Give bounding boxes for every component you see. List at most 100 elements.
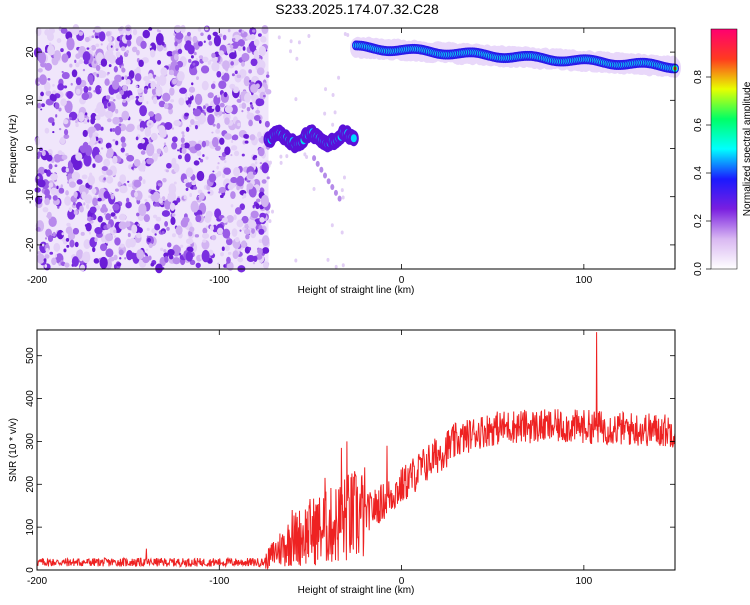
noise-speck	[76, 179, 83, 185]
noise-speck	[175, 225, 183, 236]
noise-speck	[257, 131, 262, 139]
noise-speck	[118, 213, 127, 221]
y-tick-label: 20	[25, 46, 36, 58]
noise-speck	[166, 226, 170, 231]
noise-speck	[211, 131, 214, 134]
noise-speck	[70, 82, 73, 86]
noise-speck	[88, 133, 93, 138]
snr-y-ticks: 0 100 200 300 400 500	[25, 347, 675, 573]
noise-speck	[61, 232, 65, 236]
noise-speck	[145, 248, 149, 251]
noise-speck	[83, 153, 92, 167]
noise-speck	[185, 182, 192, 188]
noise-speck	[152, 214, 158, 219]
noise-speck	[294, 258, 298, 263]
noise-speck	[218, 155, 221, 158]
noise-speck	[48, 216, 57, 227]
noise-speck	[236, 98, 242, 103]
noise-speck	[63, 248, 67, 253]
noise-speck	[71, 69, 78, 78]
noise-speck	[158, 125, 166, 134]
noise-speck	[239, 203, 246, 211]
noise-speck	[181, 131, 185, 135]
noise-speck	[44, 197, 50, 206]
noise-speck	[154, 233, 157, 236]
noise-speck	[249, 134, 256, 141]
noise-speck	[106, 118, 112, 123]
noise-speck	[255, 203, 260, 210]
noise-speck	[177, 154, 183, 160]
noise-speck	[228, 52, 237, 60]
noise-speck	[185, 92, 188, 97]
colorbar-tick-label: 0.6	[693, 118, 704, 132]
noise-speck	[177, 246, 181, 253]
noise-speck	[231, 73, 235, 77]
noise-speck	[163, 146, 169, 153]
noise-speck	[237, 257, 244, 263]
noise-speck	[261, 179, 267, 184]
noise-speck	[253, 115, 261, 122]
noise-speck	[156, 148, 162, 155]
noise-speck	[136, 49, 140, 56]
noise-speck	[115, 108, 119, 114]
noise-speck	[340, 230, 344, 235]
noise-speck	[105, 95, 111, 100]
noise-speck	[137, 93, 144, 103]
noise-speck	[109, 209, 112, 212]
noise-speck	[144, 198, 148, 202]
noise-speck	[194, 124, 198, 130]
colorbar: 0.0 0.2 0.4 0.6 0.8 Normalized spectral ampl…	[693, 28, 750, 276]
noise-speck	[230, 153, 233, 157]
noise-speck	[122, 99, 127, 103]
noise-speck	[54, 164, 58, 168]
noise-speck	[230, 145, 238, 151]
noise-speck	[63, 85, 68, 89]
noise-speck	[237, 122, 241, 127]
noise-speck	[92, 246, 96, 253]
noise-speck	[169, 202, 176, 211]
noise-speck	[108, 64, 112, 68]
noise-speck	[307, 33, 311, 38]
noise-speck	[113, 264, 117, 269]
noise-speck	[326, 257, 330, 262]
noise-speck	[241, 196, 245, 199]
track-tail	[330, 184, 335, 191]
noise-speck	[84, 112, 88, 116]
noise-speck	[61, 154, 68, 160]
noise-speck	[178, 252, 182, 256]
noise-speck	[246, 255, 255, 263]
noise-speck	[193, 51, 197, 56]
noise-speck	[208, 173, 217, 183]
noise-speck	[231, 42, 240, 49]
noise-speck	[112, 98, 116, 102]
noise-speck	[218, 186, 227, 194]
noise-speck	[185, 238, 194, 245]
noise-speck	[164, 221, 169, 227]
noise-speck	[145, 143, 155, 157]
noise-speck	[57, 150, 63, 155]
noise-speck	[93, 258, 100, 264]
noise-speck	[173, 181, 177, 185]
noise-speck	[136, 249, 145, 260]
noise-speck	[207, 191, 211, 194]
noise-speck	[37, 250, 41, 255]
noise-speck	[343, 31, 347, 36]
noise-speck	[185, 167, 194, 178]
noise-speck	[259, 162, 263, 165]
noise-speck	[237, 39, 246, 47]
noise-speck	[346, 33, 350, 38]
noise-speck	[75, 77, 82, 86]
noise-speck	[95, 87, 101, 94]
noise-speck	[189, 226, 195, 233]
noise-speck	[95, 64, 101, 72]
noise-speck	[252, 204, 255, 209]
noise-speck	[115, 188, 119, 192]
noise-speck	[51, 94, 57, 102]
noise-speck	[81, 92, 90, 101]
noise-speck	[266, 71, 270, 75]
noise-speck	[171, 136, 178, 143]
noise-speck	[168, 108, 173, 115]
noise-speck	[137, 223, 141, 227]
noise-speck	[118, 123, 122, 127]
